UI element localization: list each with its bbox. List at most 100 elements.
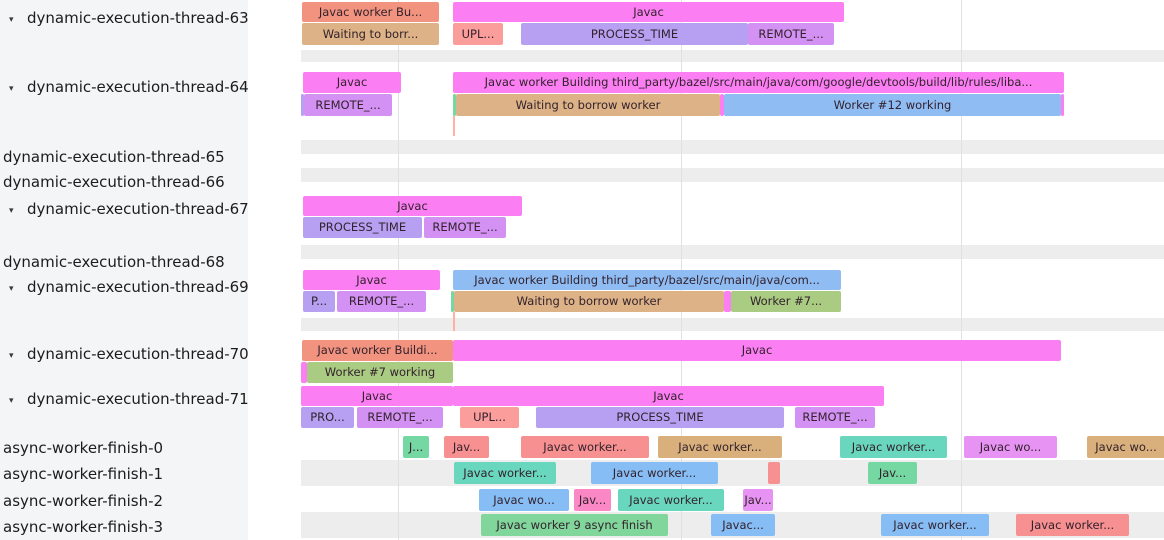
thread-list-panel: ▾ dynamic-execution-thread-63 ▾ dynamic-exe… — [0, 0, 299, 540]
trace-slice[interactable]: Javac — [453, 340, 1061, 361]
thread-row-async-worker-finish-1[interactable]: async-worker-finish-1 — [0, 465, 163, 483]
thread-row-label: dynamic-execution-thread-67 — [27, 200, 249, 218]
thread-row-dynamic-execution-thread-70[interactable]: ▾ dynamic-execution-thread-70 — [0, 345, 249, 363]
instant-event-tick — [453, 312, 455, 331]
trace-slice[interactable]: REMOTE_... — [795, 407, 875, 428]
trace-slice[interactable]: REMOTE_... — [748, 23, 834, 45]
trace-slice[interactable]: Javac worker... — [618, 489, 724, 511]
trace-slice[interactable]: REMOTE_... — [357, 407, 443, 428]
trace-slice[interactable]: REMOTE_... — [304, 94, 392, 116]
trace-slice[interactable]: UPL... — [453, 23, 503, 45]
thread-row-dynamic-execution-thread-64[interactable]: ▾ dynamic-execution-thread-64 — [0, 78, 249, 96]
trace-slice[interactable]: Waiting to borrow worker — [454, 291, 724, 312]
thread-row-label: dynamic-execution-thread-71 — [27, 390, 249, 408]
trace-slice[interactable]: Javac worker... — [454, 462, 556, 484]
track-background-band — [301, 140, 1164, 154]
collapse-triangle-icon[interactable]: ▾ — [9, 396, 14, 406]
trace-slice[interactable]: Jav... — [444, 436, 489, 458]
trace-slice[interactable]: Javac worker 9 async finish — [481, 514, 668, 536]
trace-slice[interactable] — [724, 291, 731, 312]
trace-slice[interactable]: J... — [403, 436, 429, 458]
trace-slice[interactable]: Javac worker... — [1016, 514, 1129, 536]
trace-slice[interactable]: Javac wo... — [479, 489, 569, 511]
trace-slice[interactable]: PROCESS_TIME — [303, 217, 422, 238]
trace-slice[interactable]: PROCESS_TIME — [521, 23, 748, 45]
trace-slice[interactable]: Waiting to borrow worker — [456, 94, 720, 116]
trace-slice[interactable]: Javac — [303, 72, 401, 93]
trace-slice[interactable] — [301, 362, 307, 383]
collapse-triangle-icon[interactable]: ▾ — [9, 284, 14, 294]
trace-slice[interactable]: P... — [303, 291, 335, 312]
trace-slice[interactable]: PRO... — [301, 407, 354, 428]
timeline-canvas[interactable]: Javac worker Bu... Javac Waiting to borr..… — [301, 0, 1164, 540]
thread-row-label: dynamic-execution-thread-64 — [27, 78, 249, 96]
trace-slice[interactable] — [301, 94, 304, 116]
thread-row-dynamic-execution-thread-69[interactable]: ▾ dynamic-execution-thread-69 — [0, 278, 249, 296]
trace-slice[interactable]: Javac worker Buildi... — [302, 340, 453, 361]
thread-row-label: async-worker-finish-1 — [3, 465, 164, 483]
thread-row-label: dynamic-execution-thread-69 — [27, 278, 249, 296]
trace-slice[interactable]: Javac worker Building third_party/bazel/… — [453, 270, 841, 290]
track-background-band — [301, 245, 1164, 259]
thread-row-dynamic-execution-thread-63[interactable]: ▾ dynamic-execution-thread-63 — [0, 9, 249, 27]
thread-row-label: dynamic-execution-thread-63 — [27, 9, 249, 27]
trace-slice[interactable]: Javac wo... — [1087, 436, 1164, 458]
thread-row-dynamic-execution-thread-67[interactable]: ▾ dynamic-execution-thread-67 — [0, 200, 249, 218]
trace-slice[interactable]: Javac worker... — [658, 436, 782, 458]
thread-row-label: dynamic-execution-thread-70 — [27, 345, 249, 363]
trace-slice[interactable]: Javac worker... — [591, 462, 718, 484]
trace-slice[interactable]: Javac worker... — [881, 514, 989, 536]
thread-row-label: dynamic-execution-thread-66 — [3, 173, 225, 191]
thread-row-label: dynamic-execution-thread-68 — [3, 253, 225, 271]
track-background-band — [301, 318, 1164, 331]
trace-slice[interactable] — [720, 94, 724, 116]
thread-row-async-worker-finish-3[interactable]: async-worker-finish-3 — [0, 518, 163, 536]
thread-row-dynamic-execution-thread-66[interactable]: dynamic-execution-thread-66 — [0, 173, 225, 191]
thread-row-async-worker-finish-2[interactable]: async-worker-finish-2 — [0, 492, 163, 510]
trace-slice[interactable]: Worker #7 working — [307, 362, 453, 383]
collapse-triangle-icon[interactable]: ▾ — [9, 15, 14, 25]
trace-slice[interactable] — [1061, 94, 1064, 116]
trace-slice[interactable]: REMOTE_... — [424, 217, 506, 238]
thread-row-dynamic-execution-thread-68[interactable]: dynamic-execution-thread-68 — [0, 253, 225, 271]
collapse-triangle-icon[interactable]: ▾ — [9, 206, 14, 216]
trace-slice[interactable]: Javac — [303, 270, 440, 290]
trace-slice[interactable]: Jav... — [743, 489, 773, 511]
trace-slice[interactable]: Javac worker Bu... — [302, 2, 439, 22]
trace-slice[interactable]: PROCESS_TIME — [536, 407, 784, 428]
sidebar-gutter — [248, 0, 299, 540]
trace-slice[interactable]: Javac — [453, 386, 884, 406]
trace-slice[interactable]: Waiting to borr... — [302, 23, 439, 45]
trace-slice[interactable]: REMOTE_... — [337, 291, 426, 312]
trace-slice[interactable]: Javac worker Building third_party/bazel/… — [453, 72, 1064, 93]
trace-slice[interactable]: Javac — [301, 386, 453, 406]
collapse-triangle-icon[interactable]: ▾ — [9, 84, 14, 94]
trace-slice[interactable]: UPL... — [460, 407, 519, 428]
trace-slice[interactable]: Worker #7... — [731, 291, 841, 312]
thread-row-async-worker-finish-0[interactable]: async-worker-finish-0 — [0, 439, 163, 457]
thread-row-dynamic-execution-thread-65[interactable]: dynamic-execution-thread-65 — [0, 148, 225, 166]
trace-slice[interactable]: Javac — [303, 196, 522, 216]
track-background-band — [301, 168, 1164, 182]
trace-slice[interactable]: Javac worker... — [840, 436, 947, 458]
trace-slice[interactable]: Javac wo... — [964, 436, 1057, 458]
instant-event-tick — [453, 116, 455, 136]
time-gridline — [961, 0, 962, 540]
trace-slice[interactable]: Javac worker... — [521, 436, 649, 458]
trace-slice[interactable]: Jav... — [574, 489, 611, 511]
thread-row-label: async-worker-finish-3 — [3, 518, 164, 536]
collapse-triangle-icon[interactable]: ▾ — [9, 351, 14, 361]
thread-row-label: async-worker-finish-0 — [3, 439, 164, 457]
trace-slice[interactable] — [451, 291, 454, 312]
thread-row-label: dynamic-execution-thread-65 — [3, 148, 225, 166]
trace-slice[interactable]: Worker #12 working — [724, 94, 1061, 116]
thread-row-dynamic-execution-thread-71[interactable]: ▾ dynamic-execution-thread-71 — [0, 390, 249, 408]
thread-row-label: async-worker-finish-2 — [3, 492, 164, 510]
track-background-band — [301, 460, 1164, 486]
trace-slice[interactable]: Jav... — [868, 462, 917, 484]
trace-slice[interactable] — [768, 462, 780, 484]
trace-slice[interactable] — [453, 94, 456, 116]
trace-slice[interactable]: Javac — [453, 2, 844, 22]
trace-slice[interactable]: Javac... — [711, 514, 775, 536]
